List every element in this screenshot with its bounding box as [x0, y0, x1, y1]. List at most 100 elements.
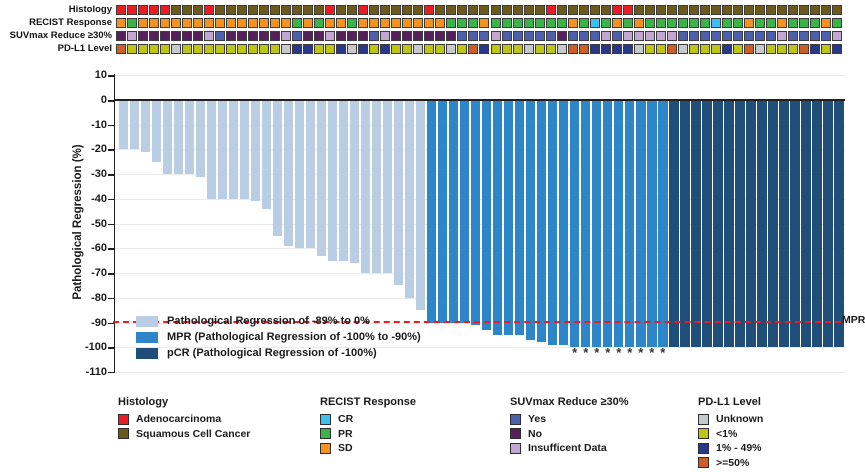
track-cell-pdl1 — [270, 44, 281, 54]
waterfall-bar-mpr — [559, 101, 569, 345]
significance-asterisk: * — [638, 345, 644, 360]
legend-item: SD — [320, 442, 416, 454]
track-cell-pdl1 — [633, 44, 644, 54]
track-cell-histology — [666, 5, 677, 15]
track-cell-histology — [798, 5, 809, 15]
waterfall-bar-partial — [162, 101, 172, 175]
track-cell-suvmax — [633, 31, 644, 41]
track-cell-histology — [545, 5, 556, 15]
waterfall-bar-pcr — [724, 101, 734, 348]
track-cell-histology — [589, 5, 600, 15]
track-cell-recist — [369, 18, 380, 28]
track-cell-suvmax — [798, 31, 809, 41]
track-cell-recist — [149, 18, 160, 28]
waterfall-bar-partial — [283, 101, 294, 246]
track-cell-recist — [754, 18, 765, 28]
waterfall-bar-pcr — [757, 101, 767, 348]
waterfall-bar-partial — [338, 101, 349, 261]
track-cell-suvmax — [743, 31, 754, 41]
significance-asterisk: * — [572, 345, 578, 360]
track-cell-recist — [776, 18, 787, 28]
legend-item-label: PR — [338, 427, 353, 440]
track-label-histology: Histology — [68, 4, 112, 15]
track-cell-histology — [633, 5, 644, 15]
track-cell-recist — [578, 18, 589, 28]
track-cell-suvmax — [688, 31, 699, 41]
track-cell-histology — [435, 5, 446, 15]
track-cell-recist — [171, 18, 182, 28]
legend-group-title: RECIST Response — [320, 396, 416, 408]
track-cell-histology — [556, 5, 567, 15]
track-cell-recist — [765, 18, 776, 28]
track-cell-histology — [270, 5, 281, 15]
track-cell-pdl1 — [413, 44, 424, 54]
track-cell-histology — [578, 5, 589, 15]
track-cell-histology — [380, 5, 391, 15]
waterfall-bar-mpr — [448, 101, 459, 323]
legend-item: <1% — [698, 428, 763, 440]
track-cell-recist — [424, 18, 435, 28]
waterfall-bar-mpr — [426, 101, 437, 323]
significance-asterisk: * — [660, 345, 666, 360]
waterfall-bar-mpr — [636, 101, 646, 348]
waterfall-bar-pcr — [735, 101, 745, 348]
track-cell-recist — [204, 18, 215, 28]
y-axis-tick-label: 0 — [100, 94, 107, 106]
track-cell-pdl1 — [600, 44, 611, 54]
legend-item-label: No — [528, 427, 542, 440]
track-cell-histology — [490, 5, 501, 15]
waterfall-bar-mpr — [459, 101, 470, 323]
track-cell-recist — [193, 18, 204, 28]
waterfall-bar-pcr — [702, 101, 712, 348]
track-cell-recist — [314, 18, 325, 28]
track-cell-pdl1 — [798, 44, 809, 54]
waterfall-bar-pcr — [713, 101, 723, 348]
track-cell-suvmax — [820, 31, 831, 41]
track-cell-histology — [677, 5, 688, 15]
waterfall-bar-partial — [228, 101, 238, 199]
y-axis-tick-label: -30 — [91, 168, 107, 181]
track-cell-pdl1 — [127, 44, 137, 54]
y-axis-tick — [108, 322, 114, 325]
significance-asterisk: * — [627, 345, 633, 360]
track-cell-pdl1 — [578, 44, 589, 54]
waterfall-bar-partial — [195, 101, 205, 177]
waterfall-bar-partial — [129, 101, 139, 150]
track-cell-recist — [611, 18, 622, 28]
y-axis-tick-label: -70 — [91, 267, 107, 280]
track-cell-pdl1 — [490, 44, 501, 54]
y-axis-tick-label: -20 — [91, 143, 107, 156]
track-cell-histology — [237, 5, 248, 15]
track-cell-recist — [534, 18, 545, 28]
track-cell-suvmax — [160, 31, 171, 41]
mpr-threshold-line — [113, 321, 841, 324]
gridline — [113, 347, 845, 349]
plot-legend-swatch — [136, 315, 158, 327]
track-cell-histology — [116, 5, 126, 15]
track-cell-suvmax — [391, 31, 402, 41]
y-axis-line — [113, 74, 115, 373]
track-cell-histology — [193, 5, 204, 15]
waterfall-bar-mpr — [625, 101, 635, 348]
track-cell-recist — [270, 18, 281, 28]
track-cell-recist — [820, 18, 831, 28]
waterfall-bar-pcr — [691, 101, 701, 348]
track-cell-recist — [358, 18, 369, 28]
waterfall-bar-partial — [217, 101, 227, 199]
track-cell-suvmax — [479, 31, 490, 41]
track-cell-suvmax — [534, 31, 545, 41]
significance-asterisk: * — [605, 345, 611, 360]
waterfall-bar-partial — [316, 101, 327, 256]
track-cell-suvmax — [589, 31, 600, 41]
track-cell-recist — [468, 18, 479, 28]
track-cell-histology — [787, 5, 798, 15]
track-cell-pdl1 — [655, 44, 666, 54]
track-cell-histology — [358, 5, 369, 15]
track-cell-pdl1 — [237, 44, 248, 54]
track-cell-histology — [479, 5, 490, 15]
gridline — [113, 75, 845, 77]
waterfall-bar-mpr — [658, 101, 668, 348]
track-cell-pdl1 — [303, 44, 314, 54]
track-cell-histology — [149, 5, 160, 15]
